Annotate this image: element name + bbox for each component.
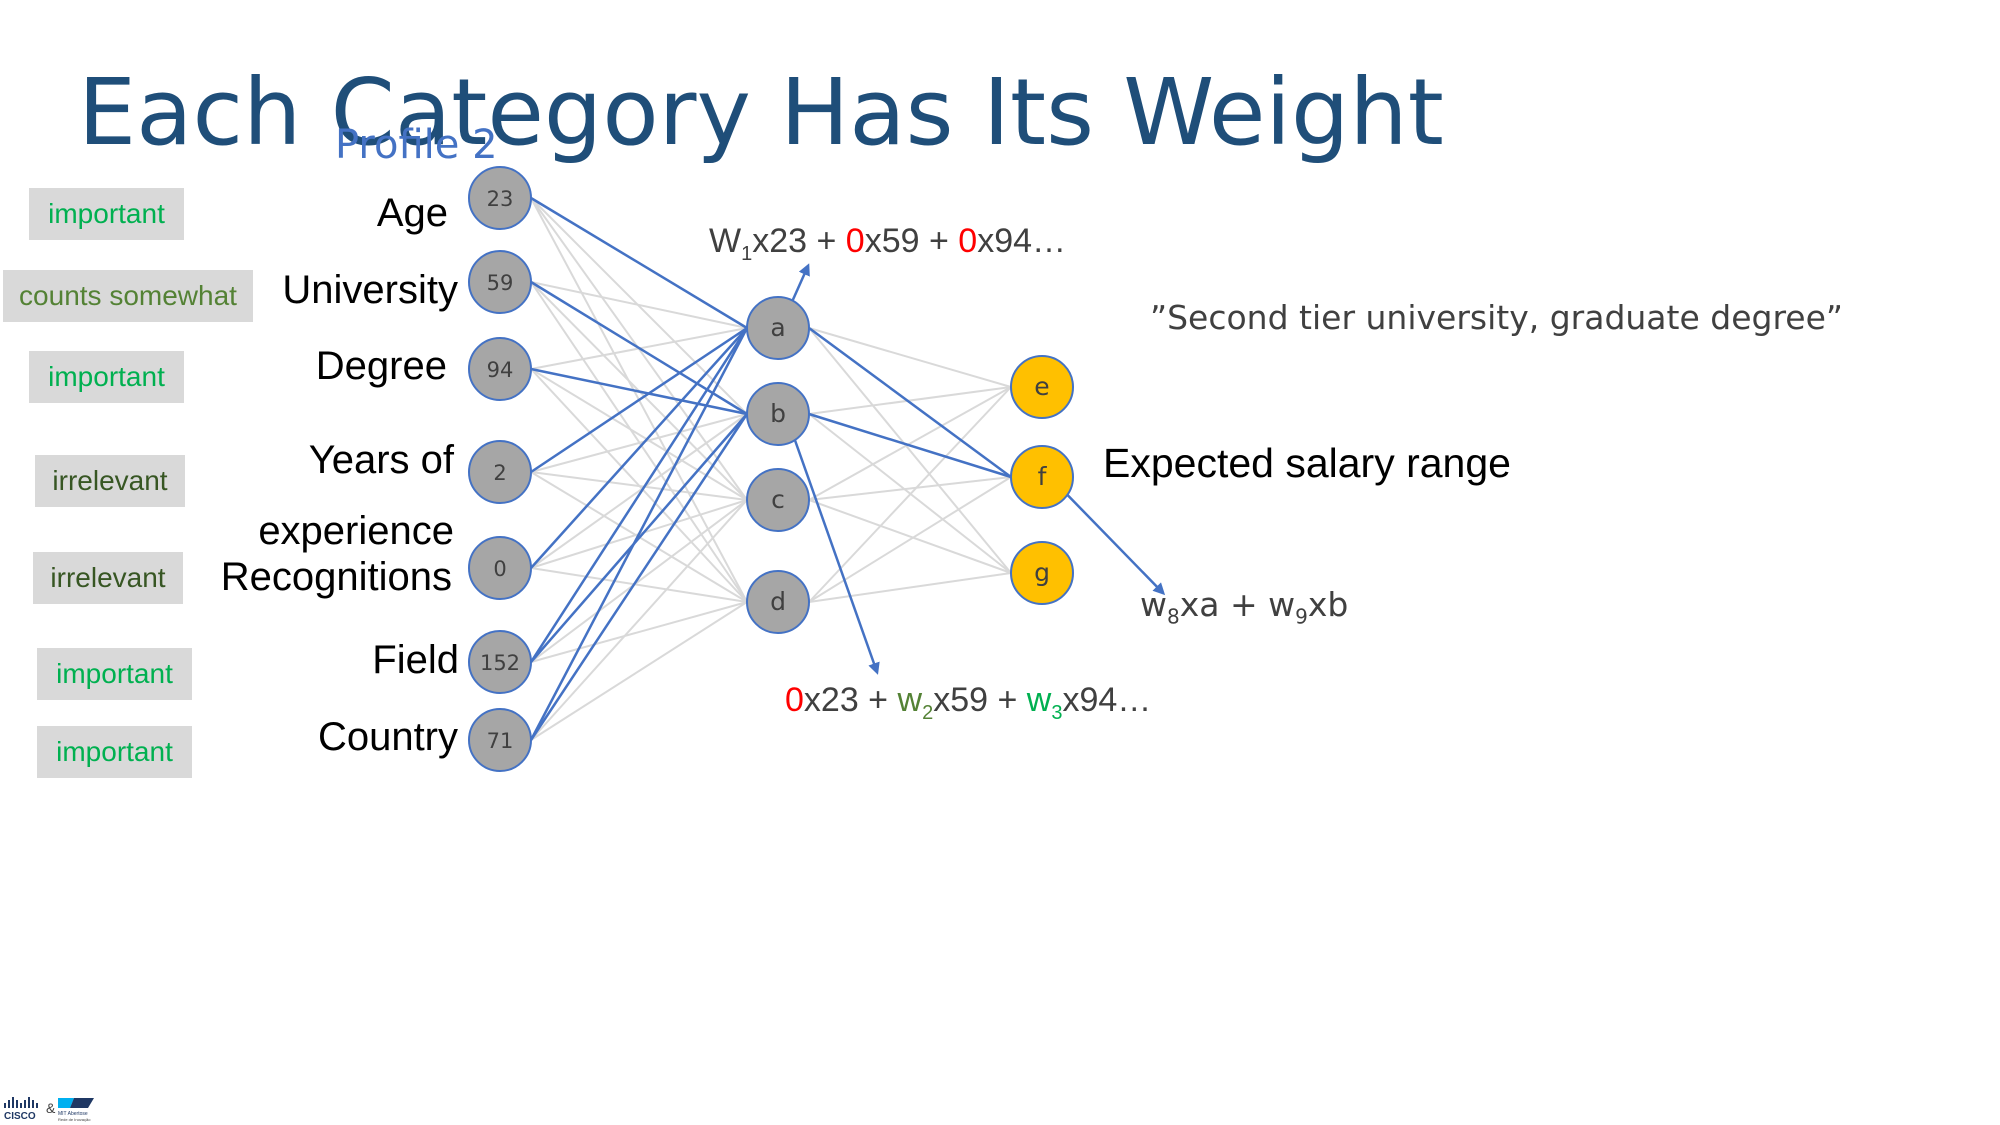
- profile-label: Profile 2: [335, 122, 498, 168]
- input-node-1: 59: [468, 250, 532, 314]
- hidden-node-c: c: [746, 468, 810, 532]
- edge-input-hidden: [530, 281, 748, 329]
- edge-input-hidden-highlighted: [530, 413, 748, 663]
- edge-input-hidden: [530, 413, 748, 473]
- category-recognitions-label: Recognitions: [220, 555, 452, 599]
- arrow-node-b-formula: [783, 411, 880, 675]
- svg-text:59: 59: [487, 271, 514, 295]
- output-node-f: f: [1010, 445, 1074, 509]
- edge-input-hidden-highlighted: [529, 327, 749, 741]
- svg-text:d: d: [770, 587, 786, 616]
- category-university-label: University: [282, 268, 458, 312]
- hidden-node-d: d: [746, 570, 810, 634]
- edge-input-hidden: [530, 601, 748, 741]
- hidden-node-a: a: [746, 296, 810, 360]
- edge-input-hidden: [530, 499, 748, 741]
- svg-text:2: 2: [493, 461, 506, 485]
- edge-hidden-output: [808, 572, 1012, 603]
- category-country-label: Country: [317, 715, 458, 759]
- edge-input-hidden-highlighted: [530, 196, 748, 330]
- edge-hidden-output: [808, 327, 1012, 574]
- mit-logo-title: MIT Abertose: [58, 1111, 88, 1117]
- tag-experience-importance: irrelevant: [35, 455, 185, 507]
- profile-quote: ”Second tier university, graduate degree…: [1150, 298, 1843, 337]
- page-title: Each Category Has Its Weight: [78, 59, 1444, 166]
- edge-input-hidden: [530, 471, 748, 501]
- edge-input-hidden: [530, 413, 748, 569]
- output-node-e: e: [1010, 355, 1074, 419]
- output-label: Expected salary range: [1103, 440, 1511, 486]
- tag-age-importance: important: [29, 188, 184, 240]
- edge-input-hidden: [530, 368, 748, 501]
- category-experience-label: Years of experience: [258, 438, 454, 553]
- svg-text:23: 23: [487, 187, 514, 211]
- edge-input-hidden: [530, 499, 748, 663]
- edges-default: [530, 197, 1012, 741]
- svg-text:f: f: [1038, 462, 1048, 491]
- svg-text:a: a: [770, 313, 785, 342]
- edges-highlighted: [529, 196, 1012, 741]
- category-field-label: Field: [372, 638, 459, 682]
- input-node-4: 0: [468, 536, 532, 600]
- svg-text:0: 0: [493, 557, 506, 581]
- edge-input-hidden-highlighted: [530, 326, 748, 474]
- edge-input-hidden: [530, 567, 748, 603]
- svg-text:152: 152: [480, 651, 520, 675]
- edge-hidden-output: [808, 386, 1012, 415]
- formula-node-f: w8xa + w9xb: [1140, 585, 1349, 629]
- edge-input-hidden-highlighted: [530, 327, 748, 569]
- svg-text:71: 71: [487, 729, 514, 753]
- arrow-node-f-formula: [1049, 476, 1166, 596]
- edge-hidden-output: [808, 386, 1012, 603]
- edge-hidden-output: [808, 386, 1012, 501]
- edge-hidden-output: [808, 327, 1012, 388]
- edge-input-hidden-highlighted: [530, 367, 748, 416]
- mit-logo-subtitle: Rede de Inovação: [58, 1117, 91, 1122]
- logo-ampersand: &: [46, 1100, 56, 1116]
- edge-input-hidden-highlighted: [529, 327, 749, 663]
- edge-hidden-output: [808, 476, 1012, 603]
- svg-text:c: c: [771, 485, 785, 514]
- input-node-2: 94: [468, 337, 532, 401]
- cisco-logo-text: CISCO: [4, 1111, 36, 1122]
- tag-country-importance: important: [37, 726, 192, 778]
- hidden-node-b: b: [746, 382, 810, 446]
- edge-input-hidden: [530, 601, 748, 663]
- category-age-label: Age: [376, 191, 448, 235]
- network-nodes: 23 59 94 2 0 152 71 a b c d e f g: [468, 166, 1074, 772]
- svg-text:e: e: [1034, 372, 1049, 401]
- input-node-0: 23: [468, 166, 532, 230]
- input-node-5: 152: [468, 630, 532, 694]
- edge-hidden-output-highlighted: [808, 412, 1012, 479]
- edge-input-hidden-highlighted: [529, 413, 749, 741]
- tag-recognitions-importance: irrelevant: [33, 552, 183, 604]
- svg-text:g: g: [1034, 558, 1050, 587]
- cisco-mit-logo: CISCO & MIT Abertose Rede de Inovação: [4, 1097, 94, 1122]
- edge-input-hidden-highlighted: [530, 280, 748, 416]
- input-node-6: 71: [468, 708, 532, 772]
- svg-text:b: b: [770, 399, 786, 428]
- edge-hidden-output: [808, 499, 1012, 574]
- category-degree-label: Degree: [315, 344, 447, 388]
- tag-university-importance: counts somewhat: [3, 270, 253, 322]
- output-node-g: g: [1010, 541, 1074, 605]
- formula-node-a: W1x23 + 0x59 + 0x94…: [709, 222, 1067, 265]
- input-node-3: 2: [468, 440, 532, 504]
- svg-text:94: 94: [487, 358, 514, 382]
- tag-degree-importance: important: [29, 351, 184, 403]
- edge-hidden-output-highlighted: [808, 326, 1012, 479]
- edge-hidden-output: [808, 476, 1012, 501]
- formula-node-b: 0x23 + w2x59 + w3x94…: [785, 681, 1152, 724]
- tag-field-importance: important: [37, 648, 192, 700]
